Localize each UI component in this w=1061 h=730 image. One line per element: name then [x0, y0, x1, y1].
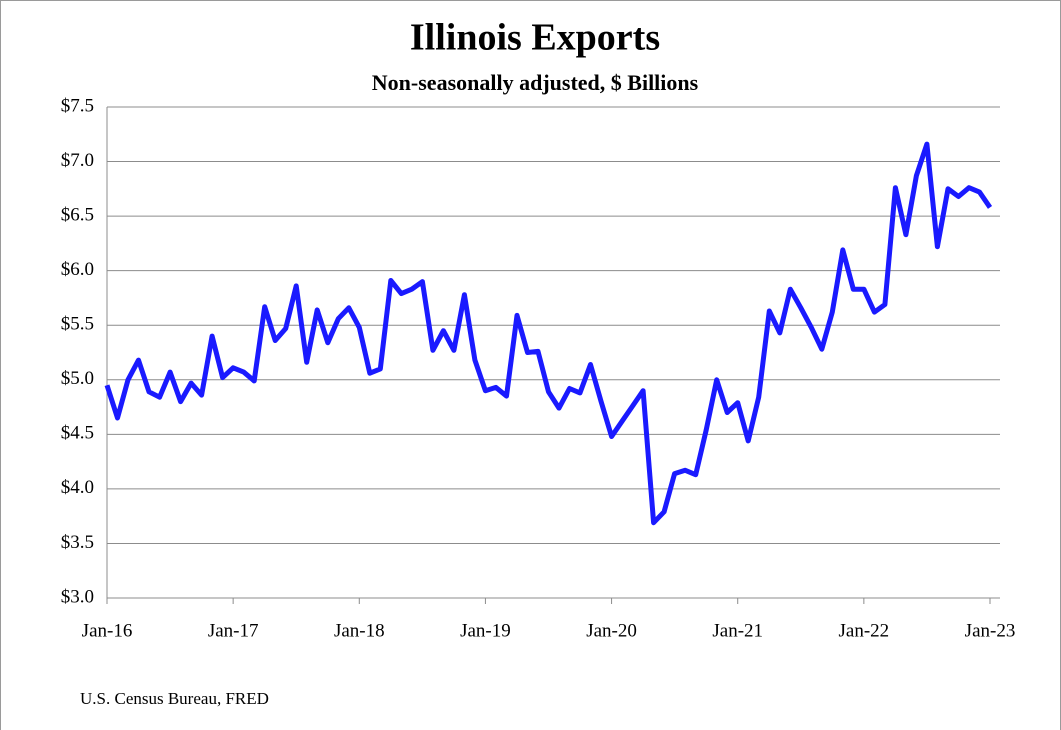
- chart-subtitle: Non-seasonally adjusted, $ Billions: [372, 70, 699, 95]
- y-tick-label: $3.0: [61, 586, 94, 607]
- x-tick-label: Jan-16: [82, 620, 133, 641]
- x-tick-label: Jan-22: [839, 620, 890, 641]
- x-tick-label: Jan-19: [460, 620, 511, 641]
- source: U.S. Census Bureau, FRED: [80, 689, 269, 708]
- y-tick-label: $4.5: [61, 423, 94, 444]
- y-tick-label: $7.5: [61, 95, 94, 116]
- x-tick-label: Jan-18: [334, 620, 385, 641]
- y-tick-label: $5.5: [61, 314, 94, 335]
- y-tick-label: $3.5: [61, 532, 94, 553]
- y-tick-label: $4.0: [61, 477, 94, 498]
- y-tick-label: $6.5: [61, 204, 94, 225]
- y-tick-label: $5.0: [61, 368, 94, 389]
- x-tick-label: Jan-23: [965, 620, 1016, 641]
- x-tick-label: Jan-21: [712, 620, 763, 641]
- y-tick-label: $7.0: [61, 150, 94, 171]
- data-line: [104, 141, 993, 526]
- y-tick-label: $6.0: [61, 259, 94, 280]
- x-tick-label: Jan-17: [208, 620, 259, 641]
- x-tick-label: Jan-20: [586, 620, 637, 641]
- chart-title: Illinois Exports: [410, 17, 660, 59]
